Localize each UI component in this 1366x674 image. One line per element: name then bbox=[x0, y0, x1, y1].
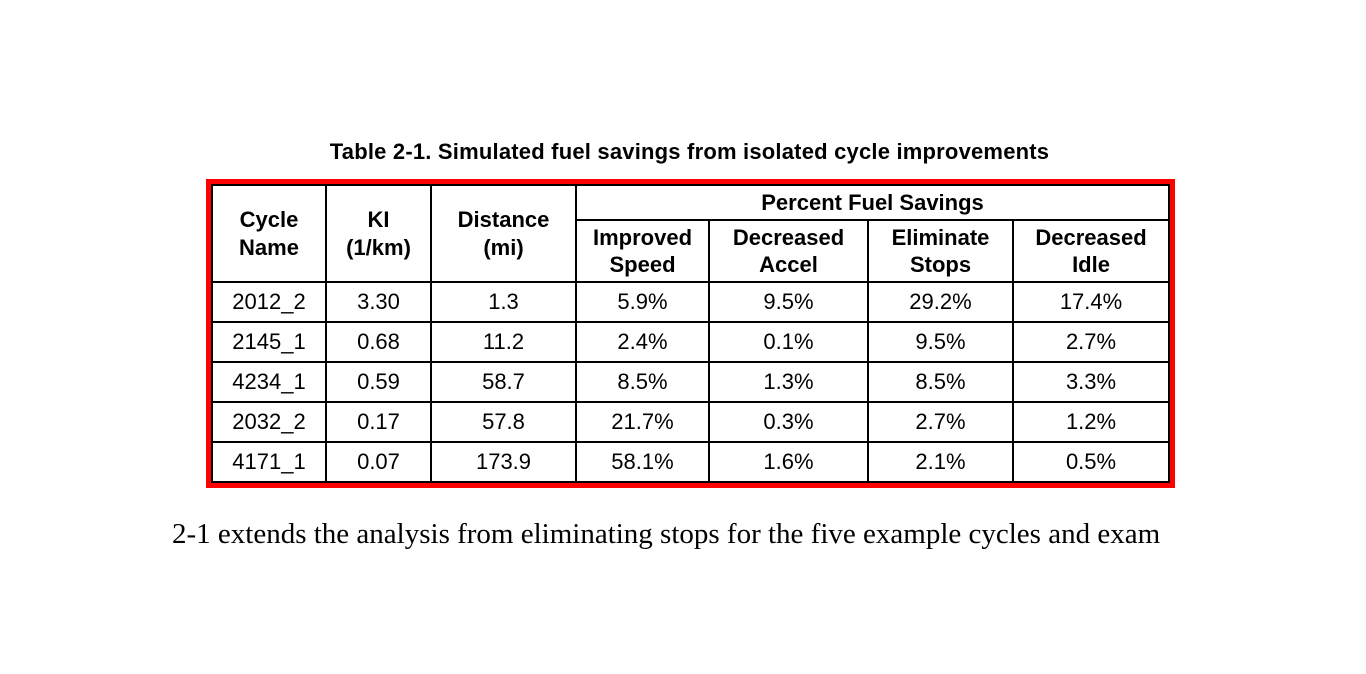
cell-eliminate-stops: 2.7% bbox=[867, 401, 1014, 443]
table-red-annotation-border: Cycle Name KI (1/km) Distance (mi) Perce… bbox=[206, 179, 1176, 488]
cell-decreased-idle: 2.7% bbox=[1011, 321, 1171, 363]
group-header-percent-fuel-savings: Percent Fuel Savings bbox=[574, 184, 1171, 221]
col-header-decreased-accel: Decreased Accel bbox=[708, 219, 869, 283]
cell-improved-speed: 5.9% bbox=[575, 281, 710, 323]
col-header-improved-speed: Improved Speed bbox=[575, 219, 710, 283]
body-text: 2-1 extends the analysis from eliminatin… bbox=[172, 518, 1161, 550]
table-row: 2012_2 3.30 1.3 5.9% 9.5% 29.2% 17.4% bbox=[211, 281, 1171, 323]
cell-distance: 57.8 bbox=[430, 401, 577, 443]
cell-distance: 173.9 bbox=[430, 441, 577, 483]
cell-eliminate-stops: 29.2% bbox=[867, 281, 1014, 323]
table-row: 2032_2 0.17 57.8 21.7% 0.3% 2.7% 1.2% bbox=[211, 401, 1171, 443]
fuel-savings-table: Cycle Name KI (1/km) Distance (mi) Perce… bbox=[211, 184, 1171, 483]
cell-eliminate-stops: 2.1% bbox=[867, 441, 1014, 483]
cell-distance: 11.2 bbox=[430, 321, 577, 363]
table-row: 2145_1 0.68 11.2 2.4% 0.1% 9.5% 2.7% bbox=[211, 321, 1171, 363]
cell-decreased-idle: 1.2% bbox=[1011, 401, 1171, 443]
cell-decreased-idle: 3.3% bbox=[1011, 361, 1171, 403]
col-header-cycle-name: Cycle Name bbox=[211, 184, 327, 283]
cell-eliminate-stops: 9.5% bbox=[867, 321, 1014, 363]
cell-ki: 3.30 bbox=[325, 281, 432, 323]
col-header-distance: Distance (mi) bbox=[430, 184, 577, 283]
cell-decreased-accel: 0.3% bbox=[708, 401, 869, 443]
cell-decreased-accel: 1.3% bbox=[708, 361, 869, 403]
cell-improved-speed: 8.5% bbox=[575, 361, 710, 403]
cell-distance: 1.3 bbox=[430, 281, 577, 323]
cell-ki: 0.07 bbox=[325, 441, 432, 483]
header-row-group: Cycle Name KI (1/km) Distance (mi) Perce… bbox=[211, 184, 1171, 283]
header-row-sub: Improved Speed Decreased Accel Eliminate… bbox=[212, 219, 1171, 283]
table-caption: Table 2-1. Simulated fuel savings from i… bbox=[329, 139, 1050, 164]
cell-improved-speed: 2.4% bbox=[575, 321, 710, 363]
cell-improved-speed: 21.7% bbox=[575, 401, 710, 443]
cell-ki: 0.68 bbox=[325, 321, 432, 363]
cell-distance: 58.7 bbox=[430, 361, 577, 403]
cell-cycle-name: 2145_1 bbox=[211, 321, 327, 363]
cell-eliminate-stops: 8.5% bbox=[867, 361, 1014, 403]
cell-improved-speed: 58.1% bbox=[575, 441, 710, 483]
cell-ki: 0.59 bbox=[325, 361, 432, 403]
col-header-eliminate-stops: Eliminate Stops bbox=[867, 219, 1014, 283]
cell-decreased-accel: 1.6% bbox=[708, 441, 869, 483]
col-header-ki: KI (1/km) bbox=[325, 184, 432, 283]
cell-decreased-accel: 9.5% bbox=[708, 281, 869, 323]
cell-cycle-name: 2032_2 bbox=[211, 401, 327, 443]
cell-decreased-idle: 17.4% bbox=[1011, 281, 1171, 323]
col-header-decreased-idle: Decreased Idle bbox=[1011, 219, 1171, 283]
cell-decreased-accel: 0.1% bbox=[708, 321, 869, 363]
table-row: 4234_1 0.59 58.7 8.5% 1.3% 8.5% 3.3% bbox=[211, 361, 1171, 403]
cell-cycle-name: 2012_2 bbox=[211, 281, 327, 323]
cell-cycle-name: 4171_1 bbox=[211, 441, 327, 483]
table-row: 4171_1 0.07 173.9 58.1% 1.6% 2.1% 0.5% bbox=[211, 441, 1171, 483]
cell-cycle-name: 4234_1 bbox=[211, 361, 327, 403]
cell-ki: 0.17 bbox=[325, 401, 432, 443]
cell-decreased-idle: 0.5% bbox=[1011, 441, 1171, 483]
